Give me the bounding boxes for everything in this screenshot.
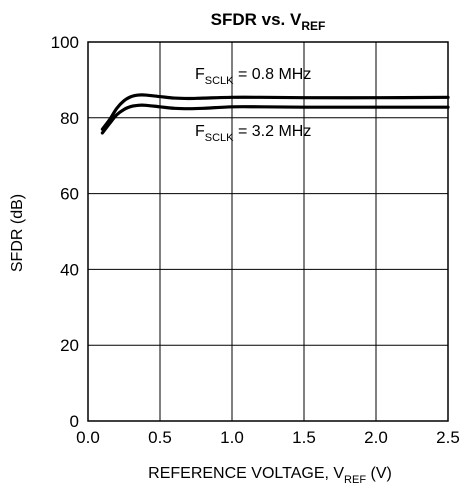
x-tick-label: 2.5 xyxy=(436,428,460,447)
annotation-3-2mhz-main: F xyxy=(195,123,205,140)
annotation-3-2mhz-rest: = 3.2 MHz xyxy=(234,123,312,140)
x-axis-label-sub: REF xyxy=(344,474,366,486)
annotation-3-2mhz-sub: SCLK xyxy=(205,132,234,144)
chart-title-main: SFDR vs. V xyxy=(211,10,302,29)
x-tick-label: 1.5 xyxy=(292,428,316,447)
annotation-0-8mhz: FSCLK = 0.8 MHz xyxy=(195,66,311,87)
x-axis-label: REFERENCE VOLTAGE, VREF (V) xyxy=(148,465,392,486)
series-line-0 xyxy=(100,93,450,131)
y-axis-label: SFDR (dB) xyxy=(9,194,26,272)
y-tick-label: 60 xyxy=(60,185,79,204)
y-tick-label: 80 xyxy=(60,109,79,128)
x-tick-labels: 0.0 0.5 1.0 1.5 2.0 2.5 xyxy=(76,428,460,447)
chart-title: SFDR vs. VREF xyxy=(211,10,326,33)
y-tick-labels: 0 20 40 60 80 100 xyxy=(51,33,79,431)
y-tick-label: 20 xyxy=(60,336,79,355)
annotation-3-2mhz: FSCLK = 3.2 MHz xyxy=(195,123,311,144)
annotation-0-8mhz-sub: SCLK xyxy=(205,75,234,87)
x-tick-label: 0.5 xyxy=(148,428,172,447)
y-tick-label: 40 xyxy=(60,260,79,279)
x-tick-label: 1.0 xyxy=(220,428,244,447)
plot-frame xyxy=(87,41,449,422)
annotation-0-8mhz-main: F xyxy=(195,66,205,83)
chart-title-sub: REF xyxy=(301,19,325,33)
annotation-0-8mhz-rest: = 0.8 MHz xyxy=(234,66,312,83)
x-tick-label: 0.0 xyxy=(76,428,100,447)
y-tick-label: 100 xyxy=(51,33,79,52)
x-tick-label: 2.0 xyxy=(364,428,388,447)
x-axis-label-main: REFERENCE VOLTAGE, V xyxy=(148,465,344,482)
series-group xyxy=(100,93,450,135)
y-tick-label: 0 xyxy=(70,412,79,431)
x-axis-label-suffix: (V) xyxy=(366,465,392,482)
series-line-1 xyxy=(100,103,450,135)
